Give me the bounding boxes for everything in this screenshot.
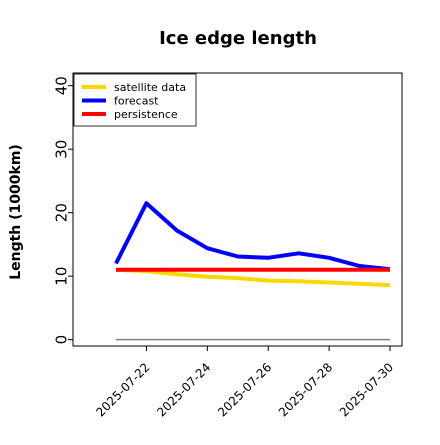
legend-label-satellite-data: satellite data [114,81,186,94]
series-line-satellite-data [115,267,391,288]
plot-frame [72,72,403,347]
x-tick-label: 2025-07-22 [93,360,152,419]
y-axis-label: Length (1000km) [8,144,24,280]
y-tick-label: 20 [52,203,70,222]
y-tick-label: 0 [52,335,70,345]
x-tick-label: 2025-07-30 [337,360,396,419]
series-line-forecast [114,201,391,272]
y-tick-label: 30 [52,140,70,159]
y-tick-label: 10 [52,267,70,286]
legend-label-persistence: persistence [114,108,178,121]
x-tick-label: 2025-07-26 [215,360,274,419]
x-tick-label: 2025-07-24 [154,360,213,419]
chart-title: Ice edge length [159,28,317,49]
legend-label-forecast: forecast [114,95,159,108]
x-tick-label: 2025-07-28 [276,360,335,419]
y-tick-label: 40 [52,76,70,95]
